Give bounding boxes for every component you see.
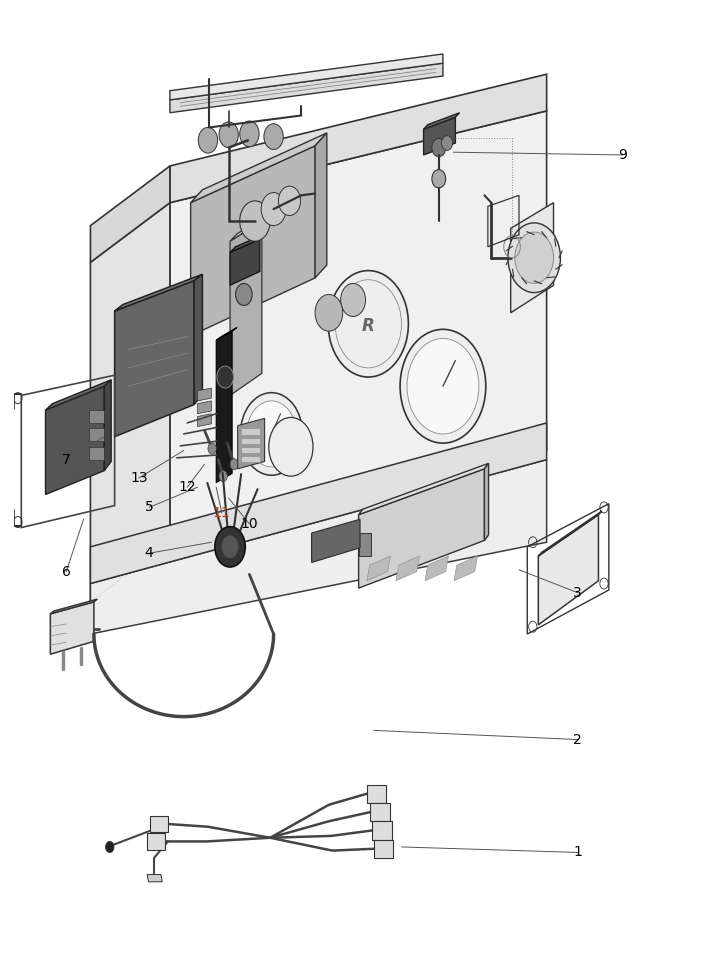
Bar bbox=[89, 410, 104, 423]
Polygon shape bbox=[170, 54, 443, 99]
Circle shape bbox=[264, 123, 283, 149]
Bar bbox=[89, 446, 104, 460]
Circle shape bbox=[432, 139, 446, 157]
Circle shape bbox=[240, 121, 259, 146]
Polygon shape bbox=[359, 468, 485, 588]
Bar bbox=[241, 446, 261, 453]
Polygon shape bbox=[91, 166, 170, 262]
Polygon shape bbox=[230, 239, 260, 285]
Polygon shape bbox=[370, 803, 390, 821]
Polygon shape bbox=[423, 113, 459, 129]
Text: 1: 1 bbox=[573, 845, 582, 859]
Text: 5: 5 bbox=[145, 500, 153, 514]
Circle shape bbox=[240, 201, 270, 241]
Bar bbox=[89, 428, 104, 442]
Polygon shape bbox=[230, 234, 265, 252]
Circle shape bbox=[219, 122, 238, 147]
Circle shape bbox=[407, 338, 479, 434]
Circle shape bbox=[328, 271, 408, 377]
Polygon shape bbox=[50, 602, 94, 654]
Polygon shape bbox=[194, 274, 202, 404]
Circle shape bbox=[441, 136, 453, 150]
Polygon shape bbox=[372, 821, 392, 839]
Circle shape bbox=[400, 329, 486, 444]
Text: 12: 12 bbox=[179, 480, 196, 494]
Bar bbox=[241, 438, 261, 444]
Circle shape bbox=[432, 169, 446, 188]
Text: 13: 13 bbox=[130, 471, 148, 485]
Polygon shape bbox=[510, 203, 554, 313]
Polygon shape bbox=[197, 401, 212, 414]
Circle shape bbox=[279, 186, 300, 215]
Circle shape bbox=[230, 459, 238, 469]
Polygon shape bbox=[197, 388, 212, 401]
Polygon shape bbox=[170, 75, 546, 203]
Polygon shape bbox=[191, 133, 327, 203]
Circle shape bbox=[221, 535, 239, 558]
Polygon shape bbox=[359, 464, 489, 514]
Text: 4: 4 bbox=[145, 546, 153, 560]
Polygon shape bbox=[91, 423, 546, 583]
Polygon shape bbox=[238, 419, 265, 468]
Polygon shape bbox=[423, 118, 455, 155]
Polygon shape bbox=[147, 834, 165, 850]
Polygon shape bbox=[150, 815, 168, 833]
Polygon shape bbox=[45, 386, 104, 494]
Polygon shape bbox=[539, 511, 602, 556]
Text: 9: 9 bbox=[618, 148, 627, 162]
Text: 2: 2 bbox=[573, 732, 582, 747]
Circle shape bbox=[198, 127, 217, 153]
Circle shape bbox=[247, 401, 297, 467]
Bar bbox=[359, 533, 371, 556]
Polygon shape bbox=[170, 111, 546, 542]
Polygon shape bbox=[170, 63, 443, 113]
Circle shape bbox=[261, 192, 286, 226]
Circle shape bbox=[219, 470, 228, 482]
Polygon shape bbox=[396, 556, 420, 581]
Polygon shape bbox=[367, 556, 390, 581]
Circle shape bbox=[341, 283, 366, 316]
Polygon shape bbox=[425, 556, 449, 581]
Text: 10: 10 bbox=[240, 517, 258, 531]
Circle shape bbox=[208, 444, 216, 454]
Polygon shape bbox=[230, 214, 269, 241]
Polygon shape bbox=[91, 460, 546, 634]
Polygon shape bbox=[315, 133, 327, 278]
Circle shape bbox=[269, 418, 313, 476]
Bar bbox=[241, 428, 261, 435]
Polygon shape bbox=[216, 328, 237, 340]
Polygon shape bbox=[114, 274, 202, 311]
Polygon shape bbox=[485, 464, 489, 540]
Polygon shape bbox=[147, 875, 162, 881]
Polygon shape bbox=[197, 414, 212, 426]
Circle shape bbox=[315, 294, 343, 331]
Polygon shape bbox=[367, 785, 386, 803]
Circle shape bbox=[106, 841, 114, 853]
Polygon shape bbox=[45, 380, 111, 410]
Text: 7: 7 bbox=[62, 452, 71, 467]
Bar bbox=[241, 456, 261, 463]
Circle shape bbox=[508, 223, 560, 293]
Text: R: R bbox=[362, 316, 374, 335]
Polygon shape bbox=[216, 331, 232, 483]
Polygon shape bbox=[91, 203, 170, 602]
Polygon shape bbox=[539, 514, 598, 625]
Polygon shape bbox=[114, 281, 194, 437]
Circle shape bbox=[515, 232, 554, 283]
Circle shape bbox=[240, 393, 302, 475]
Polygon shape bbox=[50, 599, 97, 614]
Polygon shape bbox=[104, 380, 111, 470]
Polygon shape bbox=[191, 145, 315, 336]
Polygon shape bbox=[454, 556, 477, 581]
Polygon shape bbox=[374, 839, 393, 858]
Ellipse shape bbox=[546, 552, 588, 596]
Text: 3: 3 bbox=[573, 586, 582, 599]
Polygon shape bbox=[312, 519, 360, 562]
Circle shape bbox=[235, 283, 252, 306]
Circle shape bbox=[215, 527, 246, 567]
Circle shape bbox=[217, 366, 233, 388]
Text: 11: 11 bbox=[213, 506, 230, 520]
Polygon shape bbox=[230, 221, 262, 396]
Text: 6: 6 bbox=[62, 565, 71, 578]
